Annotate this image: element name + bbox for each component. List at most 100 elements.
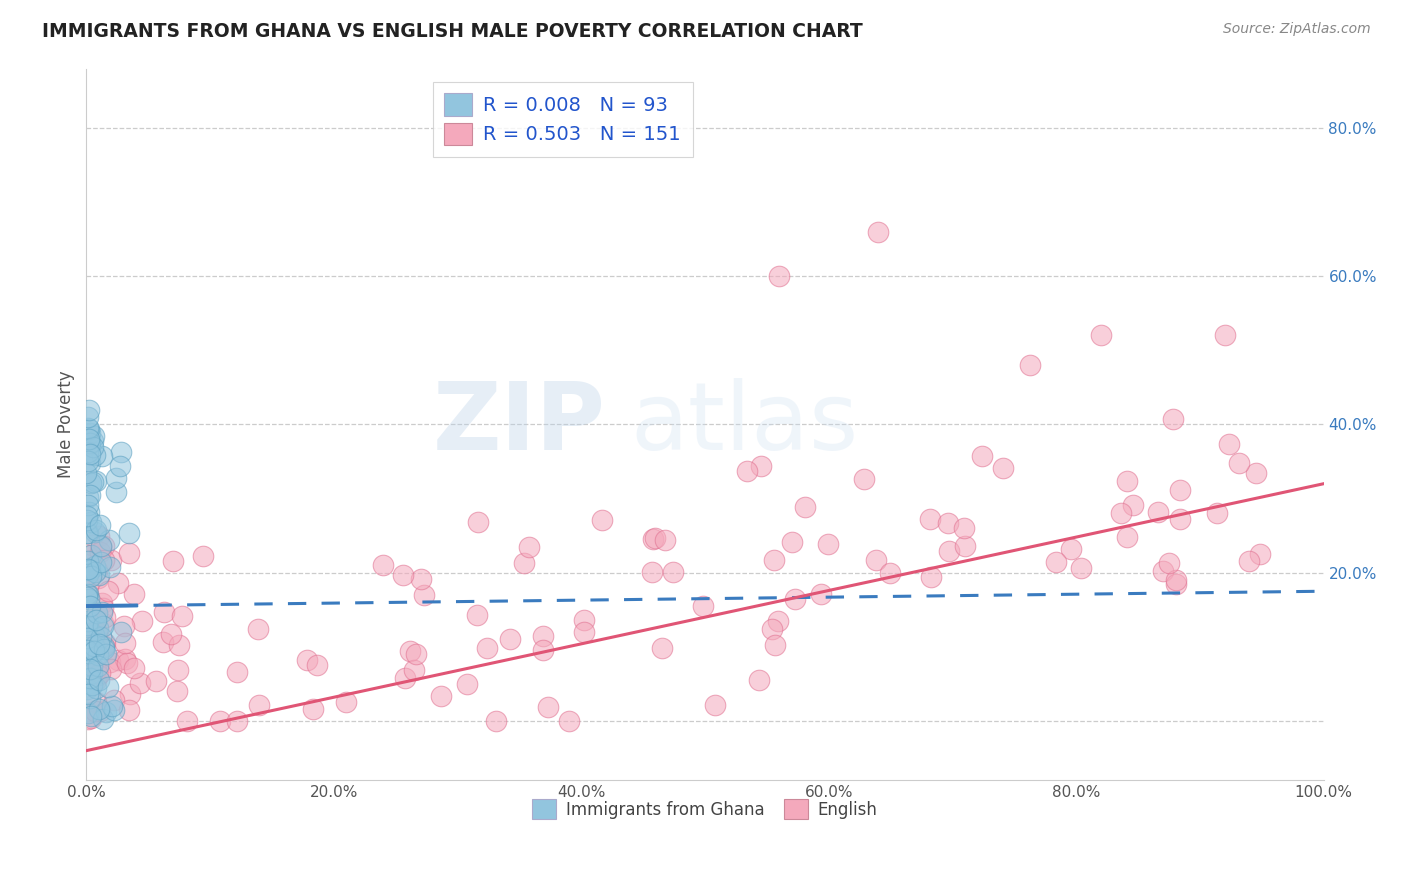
Point: [191, 549, 214, 563]
Point: [100, 698, 122, 713]
Point: [93, 642, 115, 657]
Point: [302, 701, 325, 715]
Text: atlas: atlas: [631, 378, 859, 470]
Point: [89, 702, 111, 716]
Point: [918, 512, 941, 526]
Point: [105, 485, 128, 500]
Point: [865, 553, 887, 567]
Point: [89, 665, 111, 680]
Point: [77, 646, 100, 660]
Point: [86, 673, 108, 687]
Point: [84, 448, 107, 462]
Point: [122, 587, 145, 601]
Point: [1070, 561, 1092, 575]
Point: [86, 563, 108, 577]
Point: [87, 571, 110, 585]
Point: [83, 643, 105, 657]
Point: [76, 568, 98, 582]
Point: [118, 703, 141, 717]
Point: [1166, 574, 1188, 588]
Point: [87, 658, 110, 673]
Point: [84, 663, 107, 677]
Point: [77, 402, 100, 417]
Point: [76, 618, 98, 632]
Point: [91, 712, 114, 726]
Point: [991, 460, 1014, 475]
Point: [76, 526, 98, 541]
Point: [86, 606, 108, 620]
Point: [517, 540, 540, 554]
Point: [953, 539, 976, 553]
Point: [1159, 557, 1181, 571]
Point: [112, 618, 135, 632]
Point: [166, 684, 188, 698]
Point: [91, 616, 114, 631]
Point: [485, 714, 508, 728]
Point: [84, 558, 107, 573]
Point: [84, 475, 107, 489]
Point: [103, 703, 125, 717]
Point: [90, 540, 112, 554]
Point: [77, 706, 100, 721]
Point: [83, 640, 105, 654]
Point: [89, 518, 111, 533]
Point: [591, 513, 613, 527]
Point: [77, 444, 100, 458]
Point: [1249, 547, 1271, 561]
Point: [87, 668, 110, 682]
Point: [75, 467, 97, 481]
Point: [531, 629, 554, 643]
Point: [651, 640, 673, 655]
Point: [76, 549, 98, 563]
Point: [93, 553, 115, 567]
Point: [768, 269, 790, 284]
Point: [77, 663, 100, 677]
Point: [79, 671, 101, 685]
Point: [247, 698, 270, 712]
Point: [1206, 506, 1229, 520]
Point: [79, 422, 101, 436]
Point: [457, 676, 479, 690]
Point: [80, 569, 103, 583]
Point: [76, 587, 98, 601]
Point: [952, 521, 974, 535]
Point: [761, 622, 783, 636]
Point: [1163, 412, 1185, 426]
Point: [1116, 530, 1139, 544]
Point: [404, 663, 426, 677]
Point: [79, 691, 101, 706]
Point: [76, 509, 98, 524]
Point: [76, 681, 98, 696]
Point: [76, 562, 98, 576]
Point: [1152, 564, 1174, 578]
Point: [80, 665, 103, 680]
Point: [167, 638, 190, 652]
Point: [79, 488, 101, 502]
Point: [83, 630, 105, 644]
Point: [780, 534, 803, 549]
Point: [1060, 541, 1083, 556]
Point: [77, 687, 100, 701]
Point: [307, 658, 329, 673]
Point: [79, 438, 101, 452]
Point: [89, 545, 111, 559]
Point: [766, 614, 789, 628]
Point: [93, 639, 115, 653]
Point: [89, 567, 111, 582]
Point: [465, 607, 488, 622]
Point: [392, 568, 415, 582]
Point: [77, 555, 100, 569]
Point: [79, 602, 101, 616]
Point: [80, 666, 103, 681]
Point: [1147, 505, 1170, 519]
Point: [868, 225, 890, 239]
Text: IMMIGRANTS FROM GHANA VS ENGLISH MALE POVERTY CORRELATION CHART: IMMIGRANTS FROM GHANA VS ENGLISH MALE PO…: [42, 22, 863, 41]
Point: [115, 656, 138, 670]
Point: [920, 570, 942, 584]
Point: [118, 687, 141, 701]
Point: [94, 636, 117, 650]
Point: [76, 454, 98, 468]
Point: [100, 655, 122, 669]
Point: [513, 557, 536, 571]
Point: [82, 475, 104, 489]
